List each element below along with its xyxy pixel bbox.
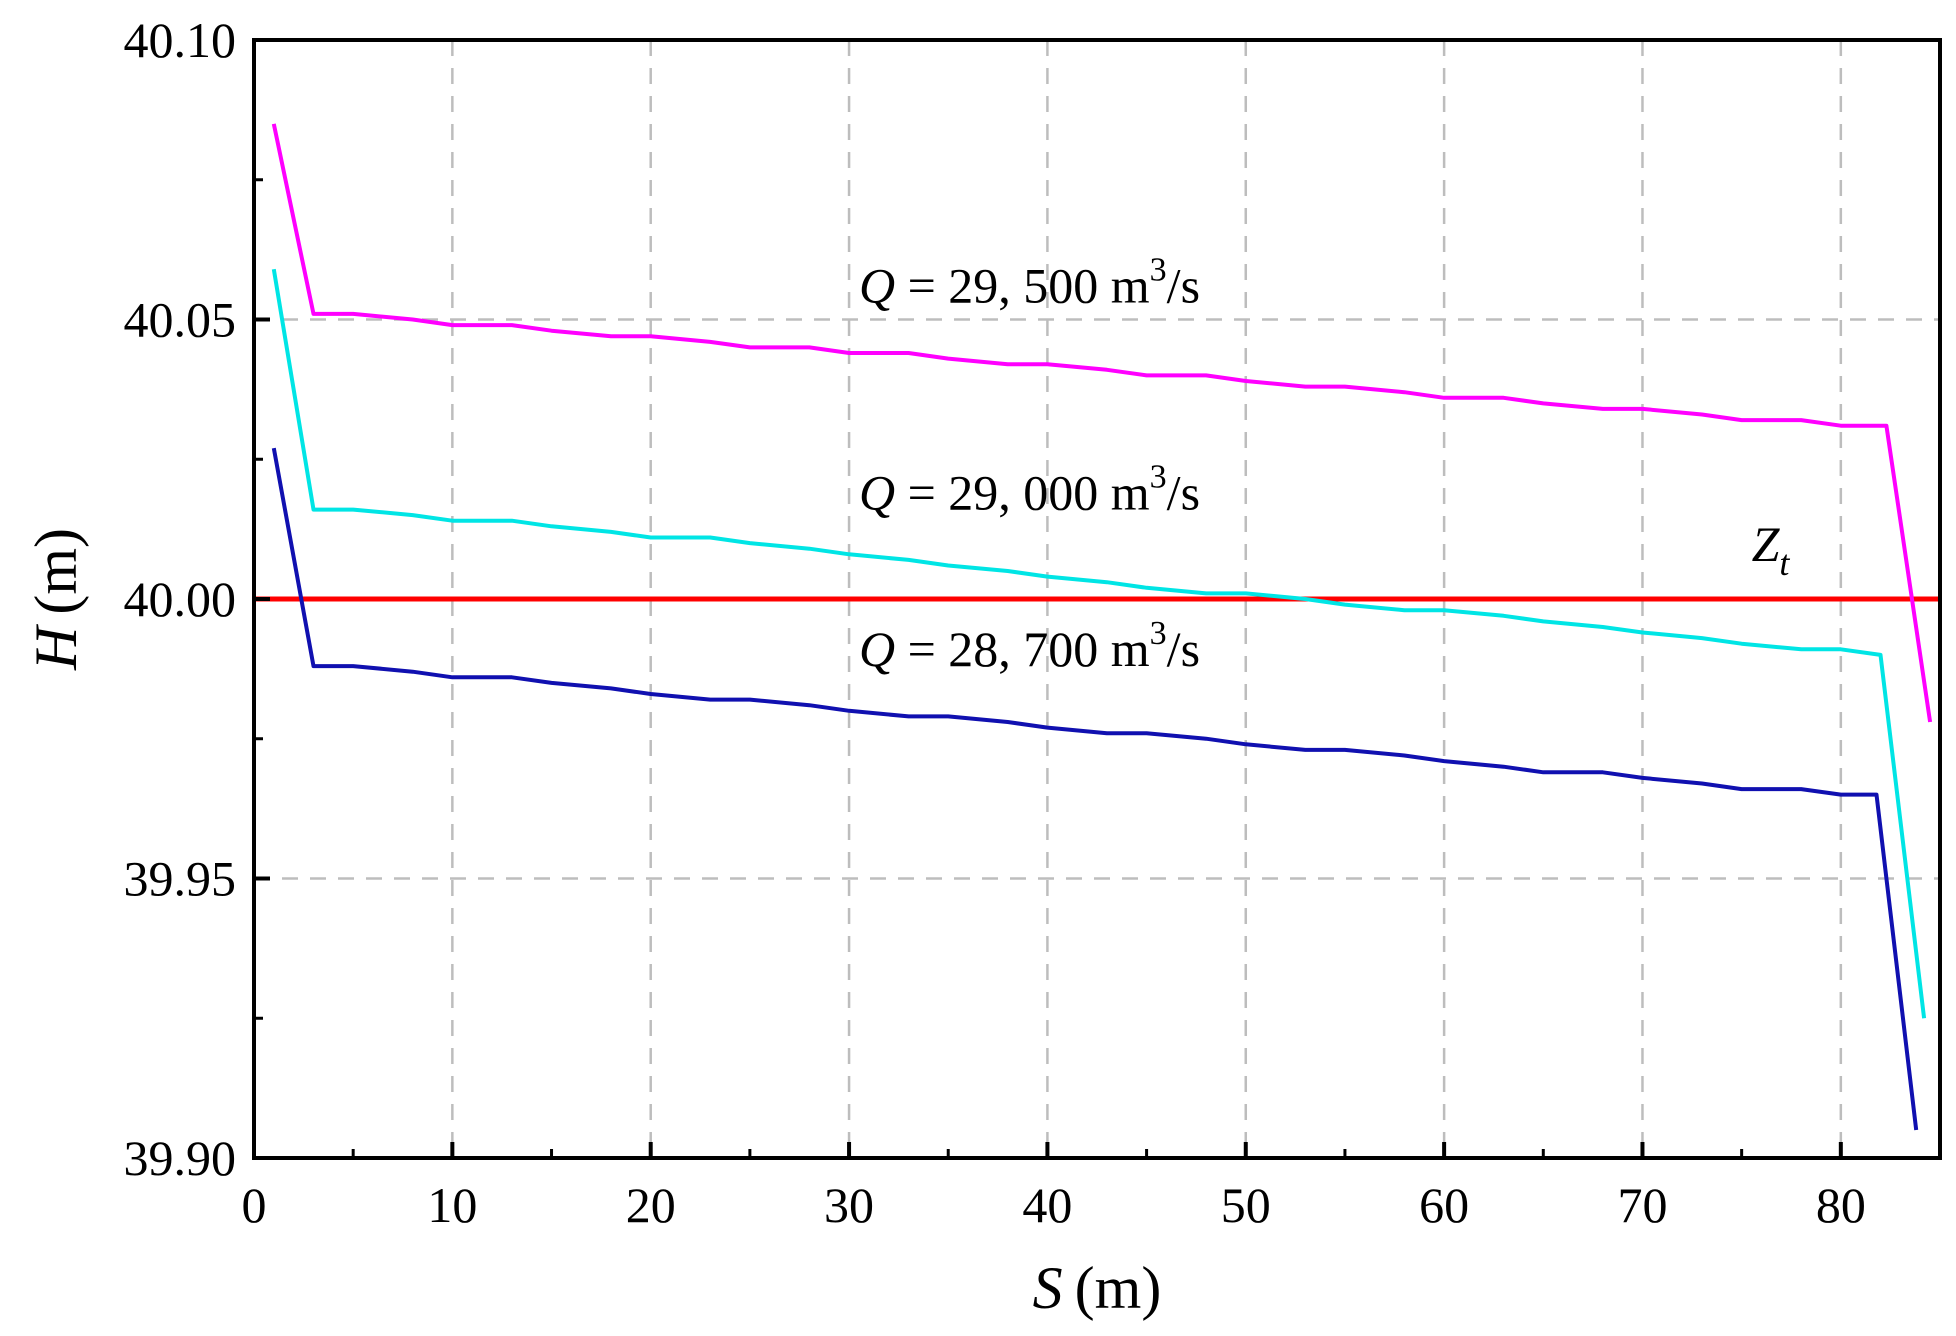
- x-tick-label: 30: [824, 1177, 874, 1233]
- annotation-superscript: 3: [1150, 615, 1167, 652]
- x-tick-labels: 0 10 20 30 40 50 60 70 80: [242, 1177, 1866, 1233]
- y-tick-label: 40.05: [124, 292, 237, 348]
- annotation-variable: Q: [859, 465, 895, 521]
- annotation-value: = 28, 700 m: [895, 621, 1150, 677]
- annotation-variable: Q: [859, 258, 895, 314]
- series-annotation: Q = 29, 000 m3/s: [859, 459, 1200, 521]
- y-axis-title: H (m): [23, 528, 89, 671]
- annotation-unit-tail: /s: [1167, 621, 1200, 677]
- series-annotation: Q = 29, 500 m3/s: [859, 252, 1200, 314]
- y-axis-variable: H: [23, 623, 89, 671]
- annotation-unit-tail: /s: [1167, 465, 1200, 521]
- annotation-superscript: 3: [1150, 459, 1167, 496]
- x-tick-label: 20: [626, 1177, 676, 1233]
- y-tick-label: 39.90: [124, 1130, 237, 1186]
- x-tick-label: 10: [427, 1177, 477, 1233]
- x-axis-variable: S: [1033, 1255, 1063, 1321]
- series-annotations: Q = 29, 500 m3/sQ = 29, 000 m3/sQ = 28, …: [859, 252, 1200, 677]
- x-axis-unit: (m): [1075, 1255, 1162, 1321]
- series-line-1: [271, 123, 1933, 723]
- axis-ticks: [252, 38, 1843, 1160]
- annotation-superscript: 3: [1150, 252, 1167, 289]
- y-tick-labels: 39.90 39.95 40.00 40.05 40.10: [124, 12, 237, 1186]
- x-tick-label: 80: [1816, 1177, 1866, 1233]
- x-axis-title: S (m): [1033, 1255, 1162, 1321]
- annotation-value: = 29, 000 m: [895, 465, 1150, 521]
- x-tick-label: 40: [1022, 1177, 1072, 1233]
- y-axis-unit: (m): [23, 528, 89, 615]
- y-tick-label: 40.10: [124, 12, 237, 68]
- y-tick-label: 39.95: [124, 851, 237, 907]
- series-line-3: [271, 447, 1919, 1131]
- x-tick-label: 50: [1221, 1177, 1271, 1233]
- series-annotation: Q = 28, 700 m3/s: [859, 615, 1200, 677]
- y-tick-label: 40.00: [124, 571, 237, 627]
- annotation-value: = 29, 500 m: [895, 258, 1150, 314]
- x-tick-label: 0: [242, 1177, 267, 1233]
- x-tick-label: 60: [1419, 1177, 1469, 1233]
- x-tick-label: 70: [1617, 1177, 1667, 1233]
- annotation-variable: Q: [859, 621, 895, 677]
- series-line-2: [271, 268, 1927, 1019]
- annotation-unit-tail: /s: [1167, 258, 1200, 314]
- zt-label: Zt: [1752, 516, 1791, 583]
- series-lines: [254, 123, 1940, 1131]
